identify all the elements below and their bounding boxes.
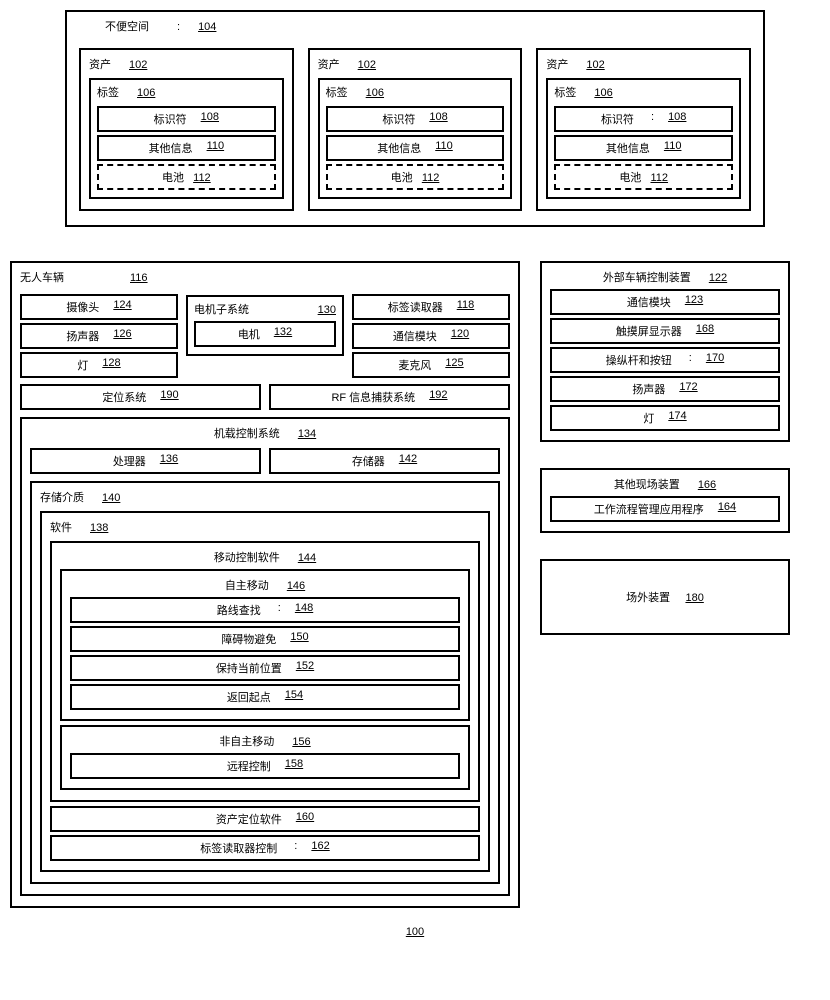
battery-box: 电池 112 [97, 164, 276, 190]
motor-box: 电机132 [194, 321, 336, 347]
other-info-box: 其他信息110 [97, 135, 276, 161]
other-field-label: 其他现场装置 [614, 476, 680, 492]
obstacle-box: 障碍物避免150 [70, 626, 460, 652]
uav-label: 无人车辆 [20, 269, 64, 285]
ext-light-box: 灯174 [550, 405, 780, 431]
asset-label: 资产 [318, 56, 340, 72]
hold-position-box: 保持当前位置152 [70, 655, 460, 681]
asset-box: 资产 102 标签106 标识符 :108 其他信息110 电池 112 [536, 48, 751, 211]
offsite-device-box: 场外装置 180 [540, 559, 790, 635]
inconvenient-space-ref: 104 [198, 21, 216, 33]
tag-ref: 106 [137, 87, 155, 99]
inconvenient-space-label: 不便空间 [105, 18, 149, 34]
offsite-ref: 180 [685, 592, 703, 604]
external-control-label: 外部车辆控制装置 [603, 269, 691, 285]
memory-box: 存储器142 [269, 448, 500, 474]
asset-label: 资产 [89, 56, 111, 72]
software-box: 软件138 移动控制软件144 自主移动146 路线查找 :148 障碍物避免1… [40, 511, 490, 872]
remote-control-box: 远程控制158 [70, 753, 460, 779]
asset-label: 资产 [546, 56, 568, 72]
identifier-box: 标识符108 [97, 106, 276, 132]
rf-capture-box: RF 信息捕获系统192 [269, 384, 510, 410]
identifier-box: 标识符 :108 [554, 106, 733, 132]
battery-box: 电池 112 [326, 164, 505, 190]
onboard-control-box: 机载控制系统134 处理器136 存储器142 存储介质140 软件138 移动… [20, 417, 510, 896]
pathfind-box: 路线查找 :148 [70, 597, 460, 623]
processor-box: 处理器136 [30, 448, 261, 474]
ext-comm-box: 通信模块123 [550, 289, 780, 315]
storage-medium-box: 存储介质140 软件138 移动控制软件144 自主移动146 路线查找 :14… [30, 481, 500, 884]
other-field-device-box: 其他现场装置166 工作流程管理应用程序164 [540, 468, 790, 533]
identifier-box: 标识符108 [326, 106, 505, 132]
battery-box: 电池 112 [554, 164, 733, 190]
motor-subsystem-box: 电机子系统130 电机132 [186, 295, 344, 356]
camera-box: 摄像头124 [20, 294, 178, 320]
non-autonomous-box: 非自主移动156 远程控制158 [60, 725, 470, 790]
asset-loc-sw-box: 资产定位软件160 [50, 806, 480, 832]
comm-module-box: 通信模块120 [352, 323, 510, 349]
asset-ref: 102 [586, 59, 604, 71]
joystick-box: 操纵杆和按钮 :170 [550, 347, 780, 373]
offsite-label: 场外装置 [626, 592, 670, 604]
speaker-box: 扬声器126 [20, 323, 178, 349]
move-control-sw-box: 移动控制软件144 自主移动146 路线查找 :148 障碍物避免150 保持当… [50, 541, 480, 802]
tag-reader-ctrl-box: 标签读取器控制 :162 [50, 835, 480, 861]
tag-box: 标签106 标识符108 其他信息110 电池 112 [318, 78, 513, 199]
assets-row: 资产 102 标签 106 标识符108 其他信息110 电池 112 资产 102 … [75, 40, 755, 219]
return-origin-box: 返回起点154 [70, 684, 460, 710]
ext-speaker-box: 扬声器172 [550, 376, 780, 402]
light-box: 灯128 [20, 352, 178, 378]
external-control-box: 外部车辆控制装置122 通信模块123 触摸屏显示器168 操纵杆和按钮 :17… [540, 261, 790, 442]
other-info-box: 其他信息110 [326, 135, 505, 161]
microphone-box: 麦克风125 [352, 352, 510, 378]
autonomous-box: 自主移动146 路线查找 :148 障碍物避免150 保持当前位置152 返回起… [60, 569, 470, 721]
workflow-app-box: 工作流程管理应用程序164 [550, 496, 780, 522]
touchscreen-box: 触摸屏显示器168 [550, 318, 780, 344]
tag-label: 标签 [97, 84, 119, 100]
tag-box: 标签 106 标识符108 其他信息110 电池 112 [89, 78, 284, 199]
tag-reader-box: 标签读取器118 [352, 294, 510, 320]
uav-ref: 116 [130, 272, 148, 284]
tag-box: 标签106 标识符 :108 其他信息110 电池 112 [546, 78, 741, 199]
uav-box: 无人车辆 116 摄像头124 扬声器126 灯128 电机子系统130 电机13… [10, 261, 520, 908]
inconvenient-space-box: 不便空间 : 104 资产102 标签106 标识符108 其他信息110 电池… [65, 10, 765, 227]
positioning-box: 定位系统190 [20, 384, 261, 410]
asset-box: 资产 102 标签106 标识符108 其他信息110 电池 112 [308, 48, 523, 211]
asset-ref: 102 [129, 59, 147, 71]
asset-ref: 102 [358, 59, 376, 71]
other-info-box: 其他信息110 [554, 135, 733, 161]
asset-box: 资产 102 标签 106 标识符108 其他信息110 电池 112 [79, 48, 294, 211]
figure-number: 100 [10, 926, 820, 938]
